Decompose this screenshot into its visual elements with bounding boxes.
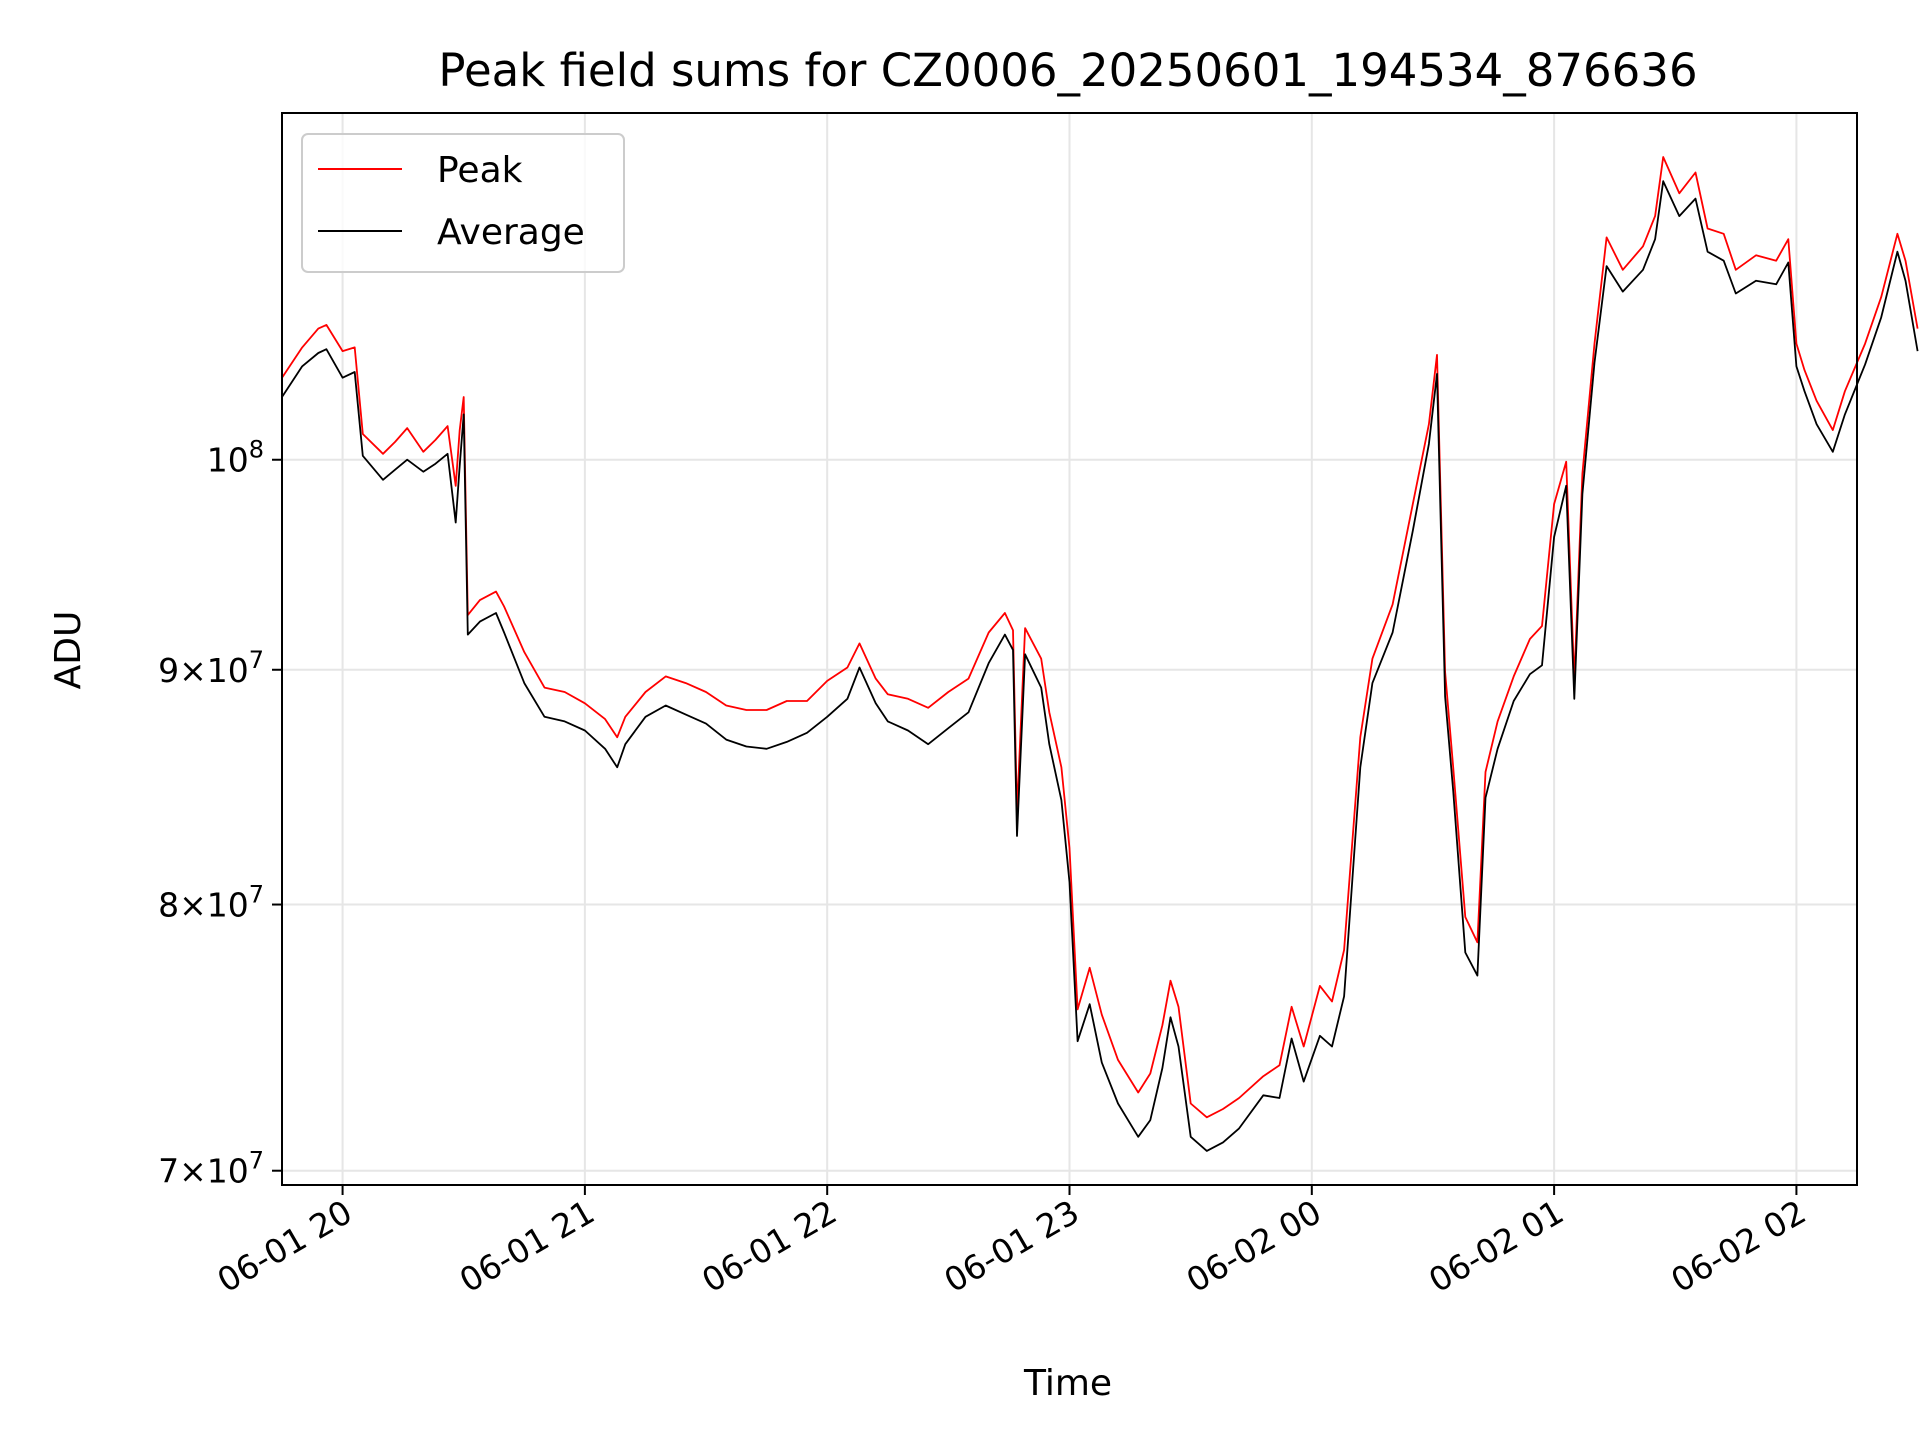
legend: Peak Average <box>301 133 625 273</box>
y-axis-label: ADU <box>48 611 89 690</box>
y-tick-label: 8×107 <box>158 881 264 925</box>
y-tick-label: 9×107 <box>158 646 264 690</box>
x-axis-label: Time <box>1023 1363 1112 1404</box>
series-line-peak <box>281 156 1919 1119</box>
y-axis-ticks: 7×107 8×107 9×107 108 <box>158 436 282 1191</box>
grid <box>282 113 1857 1185</box>
y-tick-label: 7×107 <box>158 1147 264 1191</box>
chart-title: Peak field sums for CZ0006_20250601_1945… <box>438 44 1697 97</box>
legend-label-peak: Peak <box>437 150 523 191</box>
series-lines <box>281 156 1919 1152</box>
legend-label-average: Average <box>437 212 585 253</box>
series-line-average <box>281 180 1919 1152</box>
y-tick-label: 108 <box>207 436 264 480</box>
